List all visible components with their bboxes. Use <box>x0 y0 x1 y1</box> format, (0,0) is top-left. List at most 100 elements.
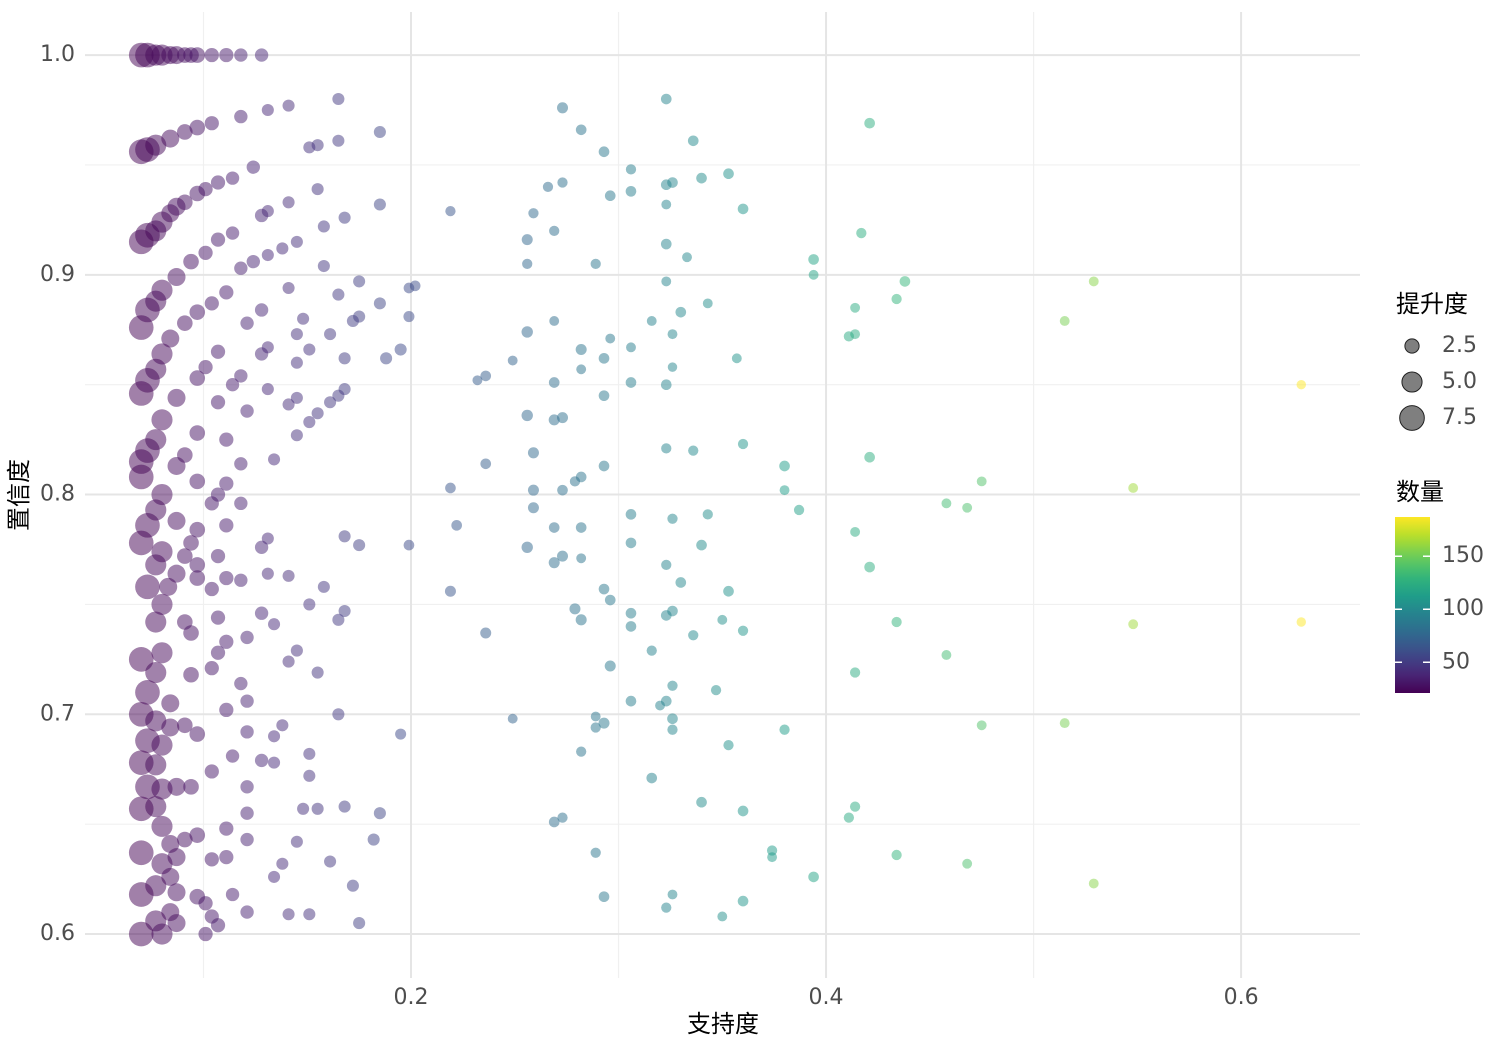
point <box>976 720 987 731</box>
point <box>332 92 345 106</box>
point <box>210 645 226 660</box>
point <box>549 316 560 326</box>
point <box>183 535 199 551</box>
point <box>373 297 386 310</box>
point <box>254 303 269 317</box>
point <box>667 713 678 725</box>
point <box>167 914 186 933</box>
point <box>151 734 173 756</box>
point <box>717 614 728 625</box>
point <box>891 293 902 305</box>
point <box>737 805 749 817</box>
point <box>737 438 749 450</box>
point <box>849 667 861 678</box>
point <box>605 333 616 344</box>
point <box>189 370 206 386</box>
point <box>128 229 154 255</box>
point <box>451 520 462 531</box>
point <box>290 391 303 404</box>
point <box>240 694 254 708</box>
point <box>507 355 518 366</box>
point <box>332 708 345 721</box>
point <box>276 857 289 870</box>
point <box>731 353 742 364</box>
point <box>161 718 180 737</box>
size-legend-label: 7.5 <box>1442 405 1477 430</box>
colorbar-label: 100 <box>1442 596 1484 621</box>
point <box>128 139 154 165</box>
point <box>849 801 861 812</box>
point <box>667 724 678 735</box>
point <box>324 855 337 868</box>
point <box>240 806 254 820</box>
point <box>189 119 206 136</box>
point <box>161 867 180 886</box>
point <box>151 593 173 615</box>
point <box>899 276 911 287</box>
point <box>702 509 713 520</box>
point <box>128 840 154 866</box>
point <box>268 453 281 466</box>
colorbar-label: 50 <box>1442 649 1470 674</box>
point <box>128 530 154 556</box>
point <box>661 199 672 210</box>
point <box>290 235 303 248</box>
point <box>189 425 206 441</box>
point <box>234 48 248 62</box>
point <box>625 695 637 707</box>
point <box>261 249 274 262</box>
point <box>145 754 167 776</box>
point <box>145 554 167 576</box>
point <box>373 807 386 820</box>
point <box>332 613 345 626</box>
point <box>338 530 351 543</box>
point <box>210 232 226 247</box>
point <box>145 662 167 684</box>
point <box>569 603 581 615</box>
point <box>480 370 492 382</box>
point <box>282 281 295 295</box>
point <box>556 412 569 424</box>
point <box>183 625 199 641</box>
point <box>576 553 587 564</box>
point <box>268 730 281 743</box>
point <box>276 719 289 732</box>
point <box>590 258 601 269</box>
point <box>779 485 790 496</box>
point <box>793 504 805 516</box>
point <box>268 870 281 883</box>
point <box>667 329 678 340</box>
point <box>688 445 699 456</box>
point <box>576 364 587 375</box>
point <box>962 502 973 513</box>
point <box>225 887 240 902</box>
point <box>219 570 234 586</box>
point <box>240 780 254 794</box>
point <box>290 835 303 848</box>
point <box>808 254 819 265</box>
point <box>219 702 234 718</box>
point <box>189 521 206 538</box>
point <box>317 259 330 273</box>
point <box>234 261 248 275</box>
point <box>246 160 260 174</box>
point <box>128 647 154 672</box>
point <box>598 583 610 595</box>
point <box>1296 379 1306 390</box>
point <box>145 710 167 732</box>
point <box>556 102 569 114</box>
point <box>675 577 687 588</box>
point <box>575 522 587 533</box>
point <box>521 326 533 338</box>
point <box>353 275 366 288</box>
point <box>303 598 316 611</box>
point <box>646 645 657 656</box>
y-tick-label: 0.9 <box>40 262 75 287</box>
point <box>625 377 637 388</box>
point <box>626 342 636 353</box>
point <box>204 581 219 597</box>
point <box>1296 617 1306 627</box>
point <box>254 540 269 554</box>
point <box>303 747 316 760</box>
point <box>1059 718 1070 729</box>
